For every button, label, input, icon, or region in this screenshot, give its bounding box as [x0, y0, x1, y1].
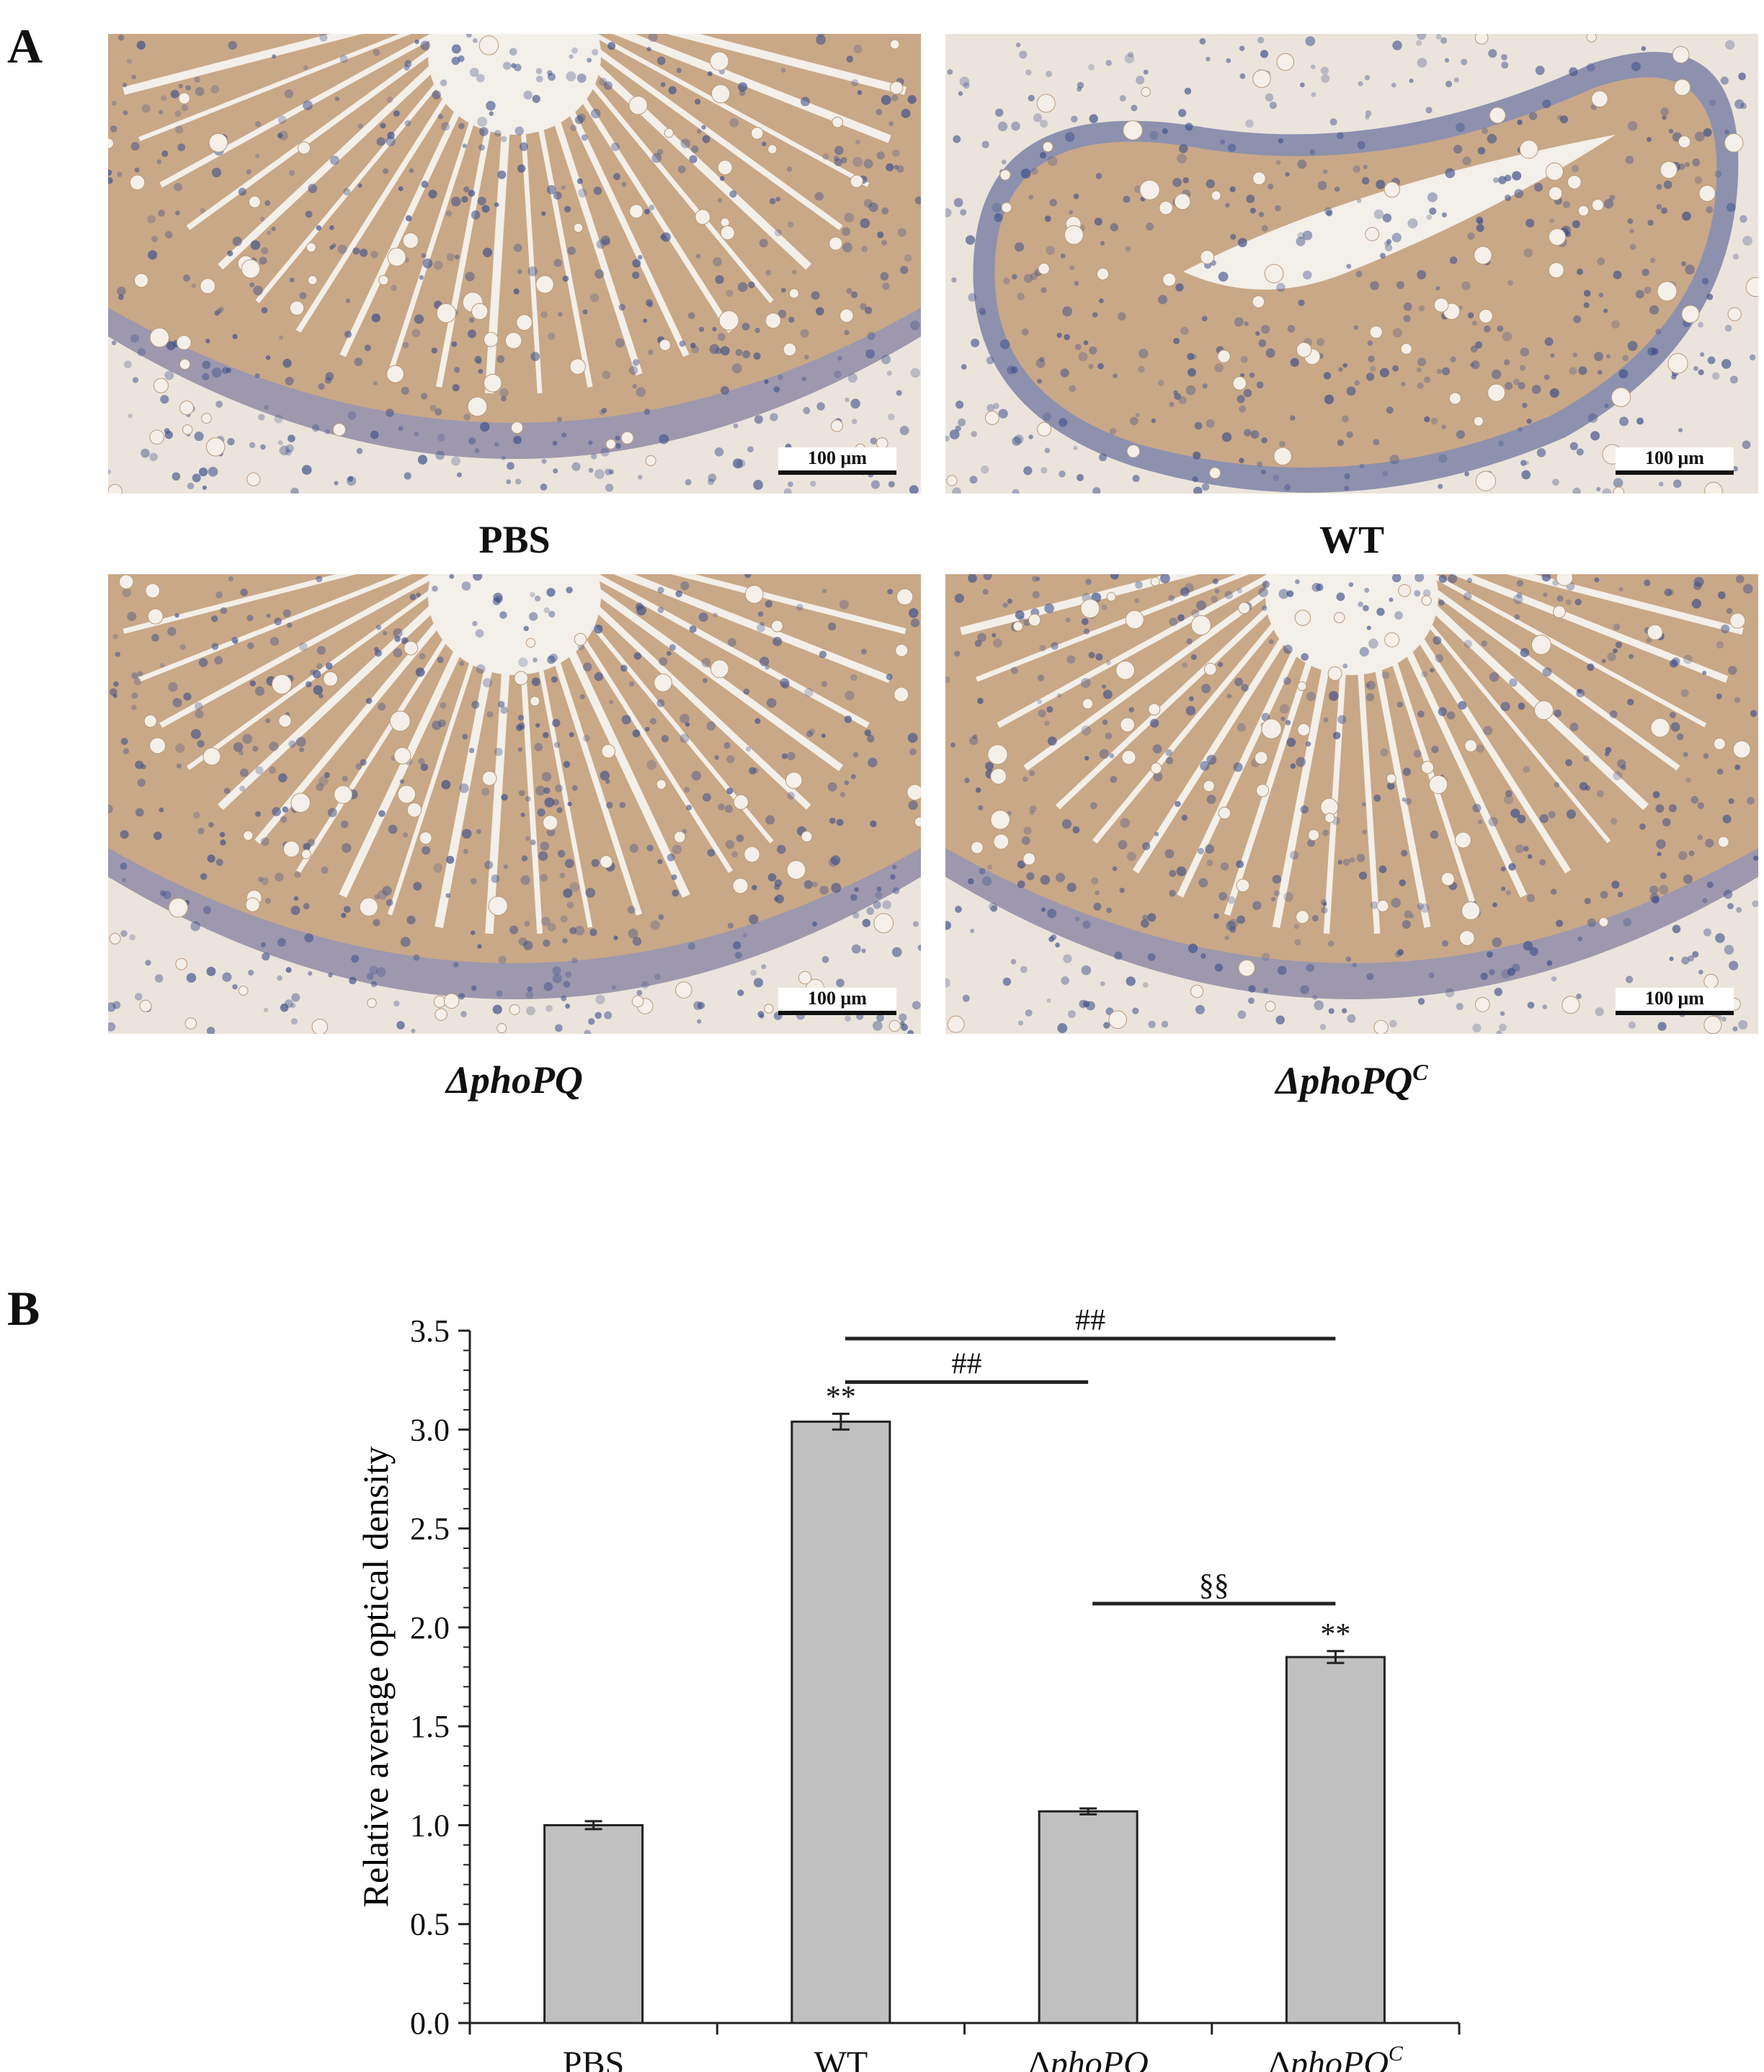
comparisons: ## ## §§ — [845, 1304, 1336, 1606]
panel-b-letter: B — [7, 1281, 40, 1336]
y-tick-label: 2.0 — [410, 1610, 450, 1645]
tissue-image-wt — [945, 34, 1758, 494]
y-ticks: 0.0 0.5 1.0 1.5 2.0 2.5 3.0 3.5 — [410, 1313, 470, 2041]
micrograph-phopq: 100 μm — [108, 574, 921, 1034]
micrograph-pbs: 100 μm — [108, 34, 921, 494]
y-tick-label: 0.5 — [410, 1907, 450, 1942]
scale-bar: 100 μm — [1616, 988, 1734, 1015]
bar — [790, 1420, 891, 2024]
bar — [543, 1823, 644, 2024]
scale-bar-label: 100 μm — [1645, 447, 1704, 468]
tissue-image-phopq-c — [945, 574, 1758, 1034]
comparison-label: ## — [952, 1347, 982, 1380]
y-tick-label: 0.0 — [410, 2006, 450, 2041]
panel-a-letter: A — [7, 19, 43, 73]
scale-bar-line — [778, 470, 896, 475]
scale-bar-line — [778, 1011, 896, 1015]
x-ticks: PBS WT ΔphoPQ ΔphoPQC — [468, 2023, 1461, 2072]
x-tick-label: WT — [814, 2045, 868, 2072]
x-tick-label: ΔphoPQC — [1268, 2042, 1404, 2072]
scale-bar-label: 100 μm — [1645, 988, 1704, 1009]
significance-label: ** — [826, 1380, 856, 1414]
micrograph-label-wt: WT — [1319, 518, 1385, 561]
bars: ** ** — [543, 1380, 1386, 2024]
y-tick-label: 1.5 — [410, 1709, 450, 1744]
micrograph-label-phopq: ΔphoPQ — [446, 1058, 583, 1102]
scale-bar: 100 μm — [778, 447, 896, 475]
scale-bar-label: 100 μm — [808, 447, 867, 468]
y-tick-label: 1.0 — [410, 1808, 450, 1843]
y-axis-label: Relative average optical density — [355, 1446, 396, 1907]
tissue-image-pbs — [108, 34, 921, 494]
bar — [1285, 1656, 1386, 2024]
scale-bar: 100 μm — [778, 988, 896, 1015]
micrograph-label-phopq-c: ΔphoPQC — [1275, 1059, 1428, 1102]
scale-bar: 100 μm — [1616, 447, 1734, 475]
comparison-label: ## — [1075, 1304, 1105, 1337]
y-tick-label: 3.0 — [410, 1412, 450, 1447]
micrograph-label-pbs: PBS — [478, 518, 551, 561]
micrograph-wt: 100 μm — [945, 34, 1758, 494]
scale-bar-label: 100 μm — [808, 988, 867, 1009]
scale-bar-line — [1616, 470, 1734, 475]
comparison-label: §§ — [1199, 1569, 1229, 1602]
y-tick-label: 2.5 — [410, 1511, 450, 1547]
y-tick-label: 3.5 — [410, 1313, 450, 1349]
tissue-image-phopq — [108, 574, 921, 1034]
scale-bar-line — [1616, 1011, 1734, 1015]
significance-label: ** — [1320, 1618, 1350, 1651]
x-tick-label: ΔphoPQ — [1028, 2045, 1149, 2072]
x-tick-label: PBS — [563, 2045, 624, 2072]
micrograph-phopq-c: 100 μm — [945, 574, 1758, 1034]
bar — [1038, 1810, 1139, 2024]
